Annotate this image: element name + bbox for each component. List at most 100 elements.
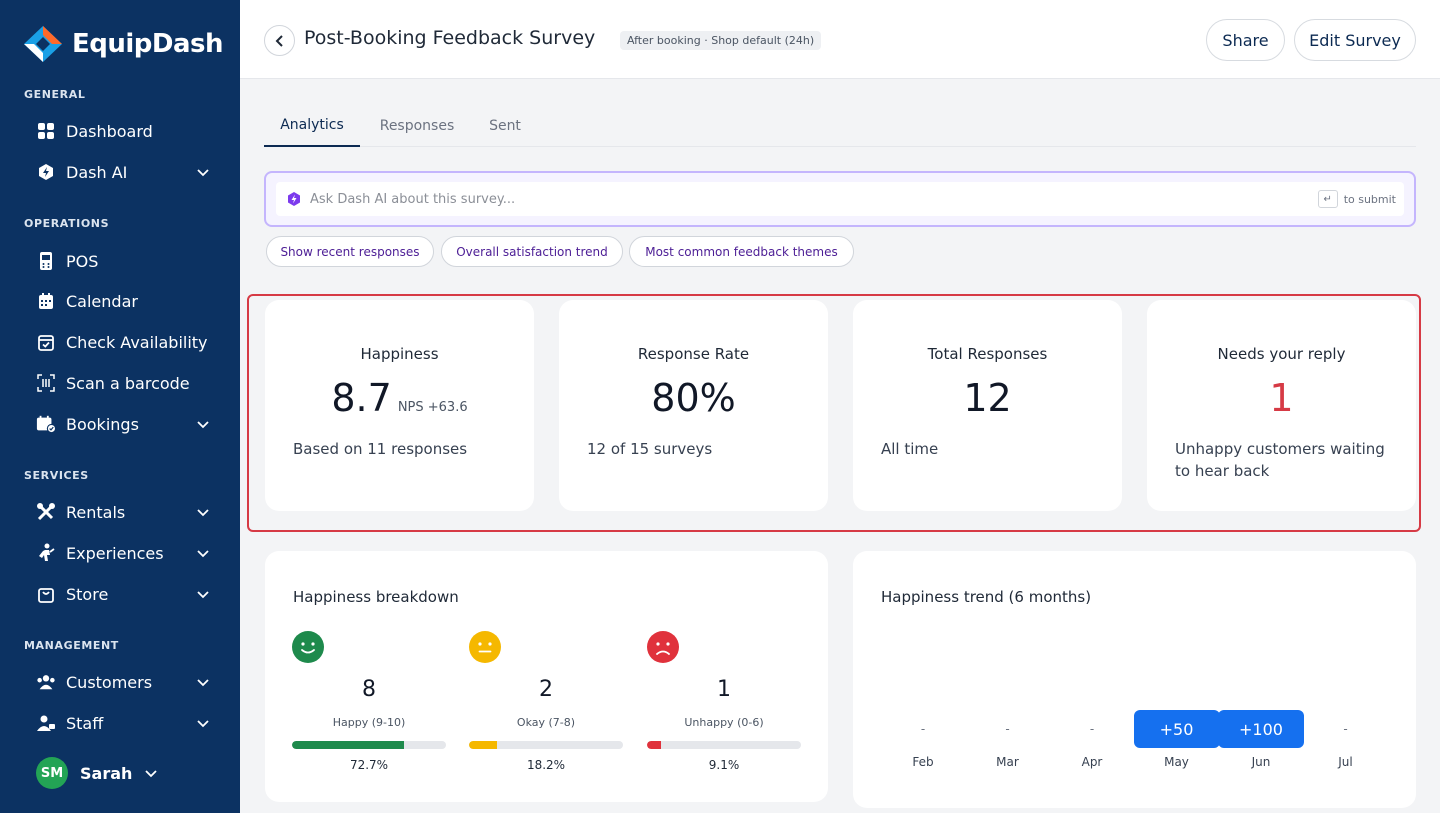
breakdown-count: 1 bbox=[717, 677, 731, 702]
breakdown-percent: 18.2% bbox=[526, 758, 566, 772]
shopping-bag-icon bbox=[36, 584, 56, 604]
person-activity-icon bbox=[36, 543, 56, 563]
calendar-check-icon bbox=[36, 332, 56, 352]
sidebar-item-label: Check Availability bbox=[66, 332, 208, 352]
trend-value-pill[interactable]: +50 bbox=[1133, 710, 1220, 748]
share-button[interactable]: Share bbox=[1206, 19, 1285, 61]
users-icon bbox=[36, 672, 56, 692]
kpi-highlight-frame bbox=[247, 294, 1421, 532]
sidebar-item-staff[interactable]: Staff bbox=[36, 707, 210, 739]
calendar-icon bbox=[36, 291, 56, 311]
sidebar-item-dashboard[interactable]: Dashboard bbox=[36, 115, 210, 147]
sidebar-item-label: Dashboard bbox=[66, 121, 153, 141]
ai-shield-icon bbox=[284, 189, 304, 209]
trend-month-label: Feb bbox=[912, 755, 934, 769]
breakdown-label: Happy (9-10) bbox=[332, 716, 406, 729]
sidebar-item-check-availability[interactable]: Check Availability bbox=[36, 326, 210, 358]
brand-logo[interactable]: EquipDash bbox=[24, 26, 224, 62]
sidebar-item-calendar[interactable]: Calendar bbox=[36, 285, 210, 317]
suggestion-chip-recent[interactable]: Show recent responses bbox=[266, 236, 434, 267]
ai-ask-box: ↵ to submit bbox=[264, 171, 1416, 227]
kpi-value: 12 bbox=[963, 376, 1012, 420]
user-menu[interactable]: SM Sarah bbox=[36, 757, 158, 789]
sidebar-item-bookings[interactable]: Bookings bbox=[36, 408, 210, 440]
kpi-title: Needs your reply bbox=[1217, 345, 1346, 363]
section-general: GENERAL bbox=[24, 88, 86, 101]
kpi-card-total-responses: Total Responses 12 All time bbox=[853, 300, 1122, 511]
chevron-down-icon[interactable] bbox=[196, 165, 210, 179]
chevron-down-icon[interactable] bbox=[196, 587, 210, 601]
kpi-card-needs-reply[interactable]: Needs your reply 1 Unhappy customers wai… bbox=[1147, 300, 1416, 511]
progress-track bbox=[292, 741, 446, 749]
nps-score: NPS +63.6 bbox=[397, 400, 468, 415]
trend-month-label: Apr bbox=[1081, 755, 1103, 769]
chevron-down-icon[interactable] bbox=[196, 716, 210, 730]
trend-value-empty: - bbox=[1343, 722, 1348, 736]
section-operations: OPERATIONS bbox=[24, 217, 110, 230]
sad-face-icon bbox=[647, 631, 679, 663]
breakdown-count: 2 bbox=[539, 677, 553, 702]
trend-month-mar: - Mar bbox=[965, 710, 1051, 769]
breakdown-okay: 2 Okay (7-8) 18.2% bbox=[469, 631, 623, 772]
breakdown-label: Unhappy (0-6) bbox=[684, 716, 764, 729]
tools-icon bbox=[36, 502, 56, 522]
equipdash-logo-icon bbox=[24, 26, 62, 62]
trend-month-jun: +100 Jun bbox=[1218, 710, 1304, 769]
trend-month-label: Jun bbox=[1251, 755, 1271, 769]
edit-survey-button[interactable]: Edit Survey bbox=[1294, 19, 1416, 61]
chevron-down-icon[interactable] bbox=[144, 766, 158, 780]
kpi-subtext: Unhappy customers waiting to hear back bbox=[1175, 440, 1385, 480]
trend-month-feb: - Feb bbox=[880, 710, 966, 769]
bookings-icon bbox=[36, 414, 56, 434]
sidebar-item-customers[interactable]: Customers bbox=[36, 666, 210, 698]
trend-value-pill[interactable]: +100 bbox=[1218, 710, 1304, 748]
kpi-subtext: All time bbox=[881, 440, 939, 458]
section-title: Happiness trend (6 months) bbox=[881, 588, 1092, 606]
chevron-left-icon bbox=[275, 34, 283, 47]
tab-analytics[interactable]: Analytics bbox=[264, 105, 360, 147]
sidebar-item-rentals[interactable]: Rentals bbox=[36, 496, 210, 528]
suggestion-chip-themes[interactable]: Most common feedback themes bbox=[629, 236, 854, 267]
progress-track bbox=[469, 741, 623, 749]
trend-month-label: Mar bbox=[996, 755, 1019, 769]
sidebar-item-label: Experiences bbox=[66, 543, 164, 563]
kpi-subtext: Based on 11 responses bbox=[293, 440, 468, 458]
tab-sent[interactable]: Sent bbox=[489, 118, 521, 134]
sidebar-item-pos[interactable]: POS bbox=[36, 245, 210, 277]
chevron-down-icon[interactable] bbox=[196, 675, 210, 689]
tab-bar: Analytics Responses Sent bbox=[264, 105, 1416, 147]
trend-value-empty: - bbox=[920, 722, 926, 736]
kpi-title: Total Responses bbox=[927, 345, 1048, 363]
tab-responses[interactable]: Responses bbox=[379, 118, 455, 134]
trend-month-may: +50 May bbox=[1133, 710, 1220, 769]
trend-month-label: May bbox=[1164, 755, 1189, 769]
progress-fill bbox=[292, 741, 404, 749]
chevron-down-icon[interactable] bbox=[196, 417, 210, 431]
enter-key-icon: ↵ bbox=[1317, 190, 1338, 208]
kpi-subtext: 12 of 15 surveys bbox=[587, 440, 713, 458]
sidebar-item-scan-barcode[interactable]: Scan a barcode bbox=[36, 367, 210, 399]
suggestion-chip-trend[interactable]: Overall satisfaction trend bbox=[441, 236, 623, 267]
sidebar-item-experiences[interactable]: Experiences bbox=[36, 537, 210, 569]
sidebar-item-label: Scan a barcode bbox=[66, 373, 190, 393]
page-header: Post-Booking Feedback Survey After booki… bbox=[240, 0, 1440, 79]
trend-month-label: Jul bbox=[1338, 755, 1353, 769]
chevron-down-icon[interactable] bbox=[196, 505, 210, 519]
breakdown-label: Okay (7-8) bbox=[516, 716, 576, 729]
kpi-title: Response Rate bbox=[637, 345, 750, 363]
neutral-face-icon bbox=[469, 631, 501, 663]
back-button[interactable] bbox=[264, 25, 295, 56]
sidebar-item-dash-ai[interactable]: Dash AI bbox=[36, 156, 210, 188]
trend-value-empty: - bbox=[1005, 722, 1010, 736]
ai-search-input[interactable] bbox=[310, 191, 1318, 207]
breakdown-unhappy: 1 Unhappy (0-6) 9.1% bbox=[647, 631, 801, 772]
chevron-down-icon[interactable] bbox=[196, 546, 210, 560]
breakdown-percent: 72.7% bbox=[349, 758, 389, 772]
section-management: MANAGEMENT bbox=[24, 639, 119, 652]
breakdown-happy: 8 Happy (9-10) 72.7% bbox=[292, 631, 446, 772]
ai-shield-icon bbox=[36, 162, 56, 182]
happiness-score: 8.7 bbox=[331, 376, 392, 420]
avatar: SM bbox=[36, 757, 68, 789]
sidebar-item-store[interactable]: Store bbox=[36, 578, 210, 610]
kpi-value: 1 bbox=[1269, 376, 1294, 420]
